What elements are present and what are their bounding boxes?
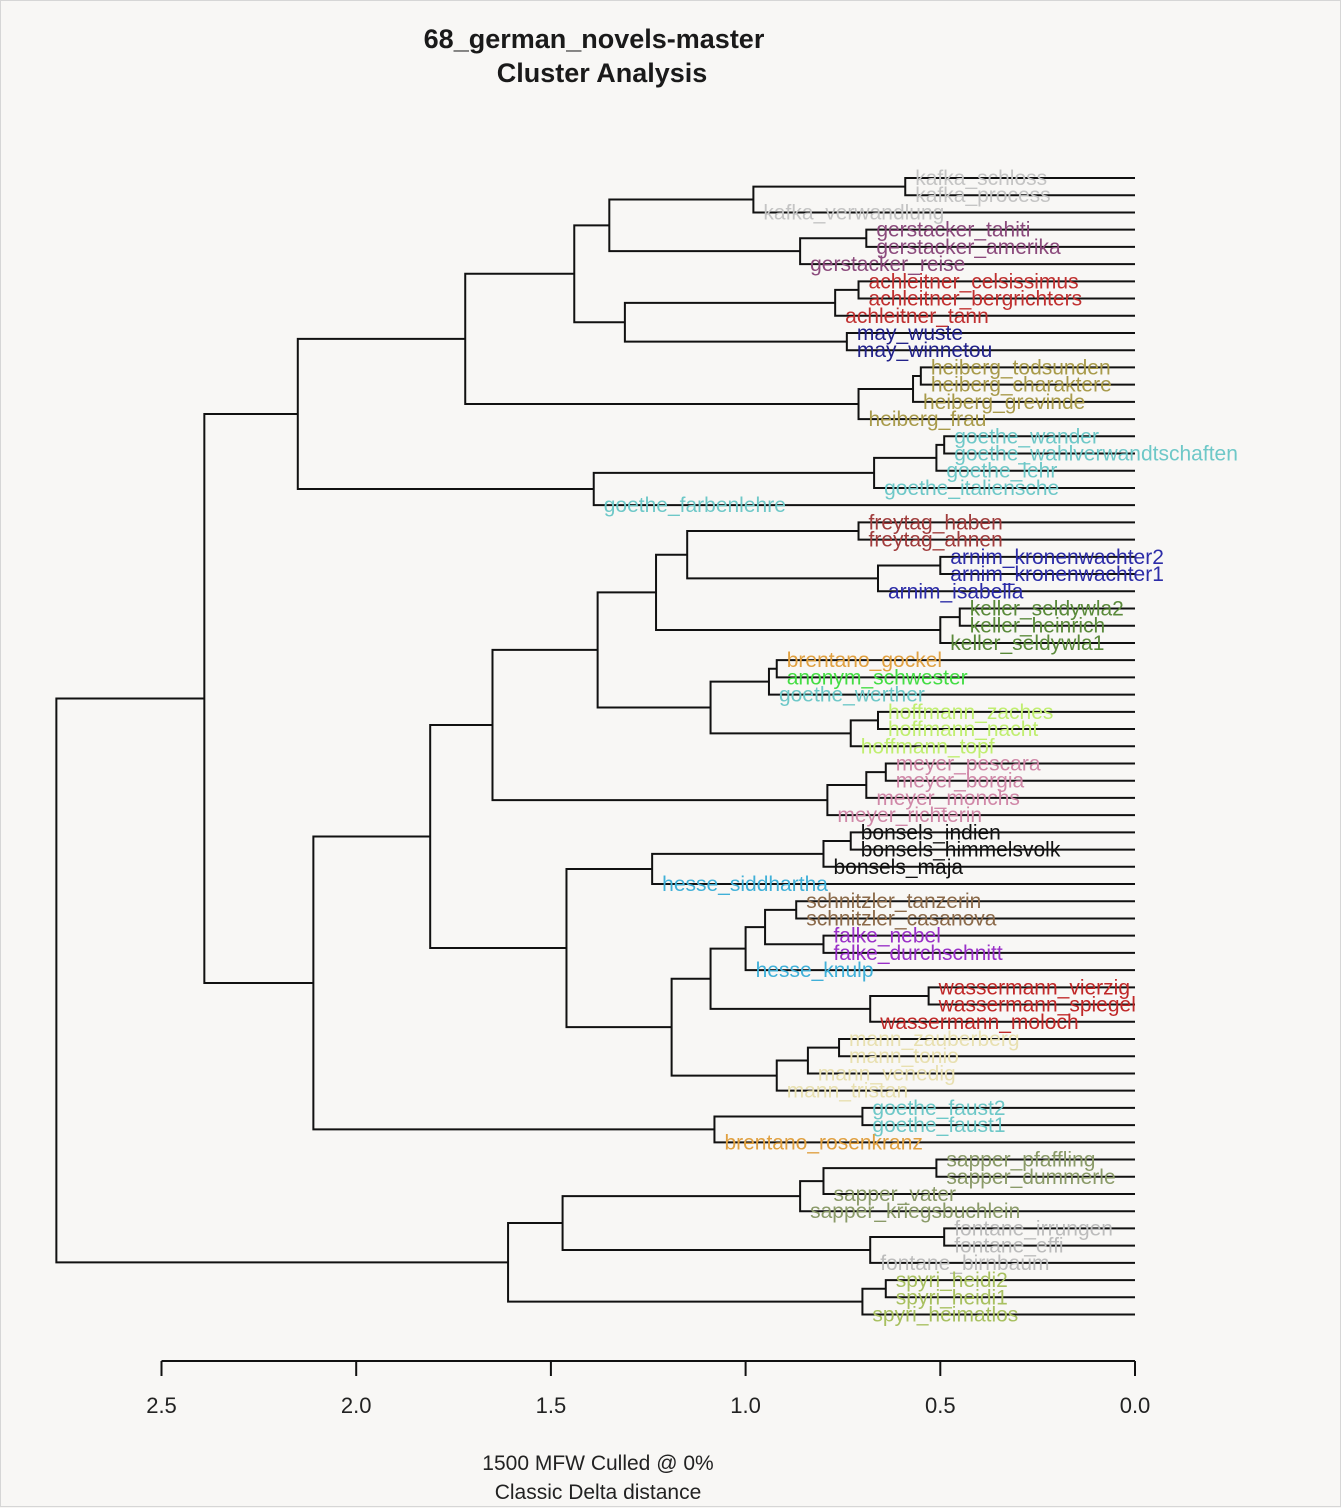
leaf-label: goethe_wahlverwandtschaften	[954, 443, 1238, 466]
leaf-label: bonsels_maja	[833, 856, 963, 879]
leaf-label: wassermann_spiegel	[938, 994, 1136, 1017]
leaf-label: arnim_kronenwachter2	[950, 546, 1164, 569]
dendrogram-branch	[296, 337, 594, 491]
leaf-label: gerstacker_amerika	[876, 236, 1061, 259]
leaf-label: freytag_haben	[869, 511, 1003, 534]
x-tick-label: 1.5	[536, 1393, 567, 1418]
leaf-label: schnitzler_casanova	[806, 907, 997, 930]
leaf-label: mann_venedig	[818, 1062, 956, 1085]
leaf-label: bonsels_indien	[861, 821, 1001, 844]
leaf-label: meyer_richterin	[837, 804, 982, 827]
x-tick-label: 0.5	[925, 1393, 956, 1418]
leaf-label: brentano_gockel	[787, 649, 942, 672]
x-axis: 2.5 2.0 1.5 1.0 0.5 0.0	[146, 1360, 1151, 1418]
leaf-label: fontane_irrungen	[954, 1217, 1113, 1240]
leaf-label: achleitner_bergrichters	[869, 288, 1083, 311]
x-axis-label-distance: Classic Delta distance	[495, 1481, 702, 1504]
dendrogram-branch	[507, 1222, 863, 1303]
leaf-label: brentano_rosenkranz	[724, 1131, 922, 1154]
leaf-label: wassermann_moloch	[879, 1011, 1078, 1034]
x-tick-label: 1.0	[730, 1393, 761, 1418]
leaf-label: mann_tonio	[849, 1045, 959, 1068]
dendrogram-branch	[573, 224, 625, 324]
leaf-label: meyer_borgia	[896, 770, 1025, 793]
x-tick-label: 2.0	[341, 1393, 372, 1418]
leaf-label: falke_nebel	[833, 925, 940, 948]
leaf-label: hoffmann_topf	[861, 735, 995, 758]
x-tick-label: 0.0	[1120, 1393, 1151, 1418]
dendrogram-branch	[55, 697, 509, 1264]
leaf-label: kafka_verwandlung	[763, 201, 944, 224]
leaf-label: mann_tristan	[787, 1080, 908, 1103]
leaf-label: hoffmann_zaches	[888, 701, 1053, 724]
x-axis-label-mfw: 1500 MFW Culled @ 0%	[482, 1452, 713, 1475]
leaf-label: goethe_wander	[954, 425, 1099, 448]
dendrogram-branch	[312, 835, 715, 1131]
leaf-label: fontane_birnbaum	[880, 1252, 1049, 1275]
leaf-label: kafka_schloss	[915, 167, 1047, 190]
leaf-label: spyri_heidi2	[896, 1269, 1008, 1292]
leaf-label: hesse_siddhartha	[662, 873, 828, 896]
leaf-label: falke_durchschnitt	[833, 942, 1002, 965]
leaf-label: arnim_kronenwachter1	[950, 563, 1164, 586]
leaf-label: meyer_monchs	[876, 787, 1020, 810]
leaf-label: keller_heinrich	[970, 615, 1105, 638]
leaf-label: heiberg_frau	[869, 408, 987, 431]
leaf-label: goethe_faust2	[872, 1097, 1005, 1120]
leaf-label: bonsels_himmelsvolk	[861, 839, 1061, 862]
leaf-label: goethe_farbenlehre	[604, 494, 786, 517]
leaf-label: heiberg_todsunden	[931, 356, 1111, 379]
leaf-label: mann_zauberberg	[849, 1028, 1019, 1051]
leaf-label: may_winnetou	[857, 339, 992, 362]
leaf-label: wassermann_vierzig	[938, 976, 1130, 999]
leaf-label: sapper_pfaffling	[946, 1149, 1095, 1172]
leaf-label: gerstacker_reise	[810, 253, 965, 276]
leaf-label: sapper_vater	[833, 1183, 956, 1206]
leaf-label: anonym_schwester	[787, 666, 968, 689]
dendrogram-branch	[596, 591, 711, 709]
leaf-label: goethe_werther	[779, 684, 925, 707]
leaf-label: keller_seldywla2	[970, 598, 1124, 621]
leaf-label: freytag_ahnen	[869, 529, 1003, 552]
leaf-label: goethe_faust1	[872, 1114, 1005, 1137]
x-tick-label: 2.5	[146, 1393, 177, 1418]
leaf-label: gerstacker_tahiti	[876, 219, 1030, 242]
leaf-label: arnim_isabella	[888, 580, 1024, 603]
dendrogram-branch	[623, 301, 847, 343]
leaf-label: schnitzler_tanzerin	[806, 890, 981, 913]
dendrogram-branch	[670, 977, 777, 1077]
leaf-label: hoffmann_nacht	[888, 718, 1038, 741]
dendrogram-branches	[55, 177, 1135, 1316]
leaf-label: hesse_knulp	[756, 959, 874, 982]
leaf-labels: kafka_schlosskafka_processkafka_verwandl…	[604, 167, 1238, 1327]
chart-subtitle: Cluster Analysis	[497, 58, 708, 88]
leaf-label: achleitner_celsissimus	[869, 270, 1079, 293]
chart-title: 68_german_novels-master	[424, 24, 765, 54]
leaf-label: meyer_pescara	[896, 752, 1041, 775]
leaf-label: may_wuste	[857, 322, 963, 345]
leaf-label: kafka_process	[915, 184, 1050, 207]
leaf-label: spyri_heidi1	[896, 1286, 1008, 1309]
dendrogram-branch	[686, 530, 878, 580]
dendrogram-branch	[203, 412, 314, 984]
leaf-label: fontane_effi	[954, 1235, 1063, 1258]
leaf-label: keller_seldywla1	[950, 632, 1104, 655]
leaf-label: heiberg_grevinde	[923, 391, 1085, 414]
leaf-label: spyri_heimatlos	[872, 1304, 1018, 1327]
leaf-label: sapper_kriegsbuchlein	[810, 1200, 1020, 1223]
dendrogram-branch	[565, 867, 672, 1029]
leaf-label: heiberg_charaktere	[931, 374, 1112, 397]
dendrogram-branch	[429, 724, 567, 950]
leaf-label: goethe_lehr	[946, 460, 1057, 483]
dendrogram-branch	[464, 272, 859, 406]
leaf-label: sapper_dummerle	[946, 1166, 1115, 1189]
leaf-label: goethe_italiensche	[884, 477, 1059, 500]
leaf-label: achleitner_tann	[845, 305, 989, 328]
